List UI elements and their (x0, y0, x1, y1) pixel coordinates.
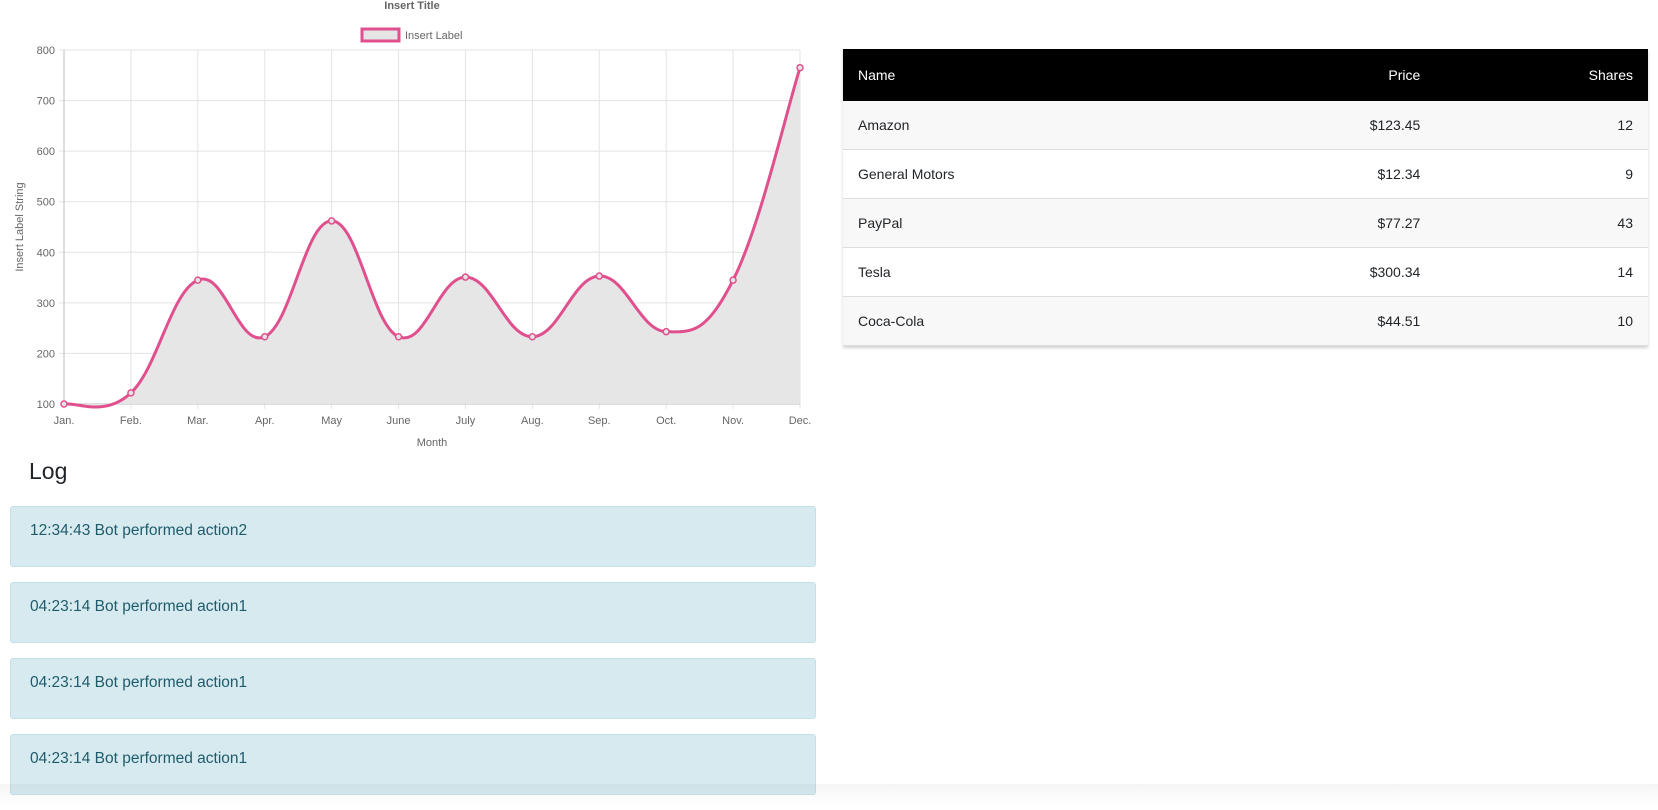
y-tick-label: 400 (37, 247, 55, 259)
x-tick-label: Jan. (54, 415, 75, 427)
cell-price: $300.34 (1204, 247, 1436, 297)
log-list: 12:34:43 Bot performed action2 04:23:14 … (10, 506, 816, 810)
cell-shares: 10 (1435, 296, 1648, 346)
table-row[interactable]: Coca-Cola $44.51 10 (843, 296, 1648, 346)
x-tick-label: Aug. (521, 415, 544, 427)
table-row[interactable]: Tesla $300.34 14 (843, 247, 1648, 297)
column-header-shares[interactable]: Shares (1435, 49, 1648, 101)
log-entry: 04:23:14 Bot performed action1 (10, 734, 816, 795)
data-point (260, 332, 269, 341)
table-body: Amazon $123.45 12 General Motors $12.34 … (843, 101, 1648, 346)
legend-label: Insert Label (405, 30, 462, 42)
cell-name: PayPal (843, 198, 1205, 248)
x-tick-label: May (321, 415, 342, 427)
x-tick-label: Apr. (255, 415, 275, 427)
series-area (64, 67, 800, 407)
data-point (194, 276, 202, 284)
cell-shares: 14 (1435, 247, 1648, 297)
ticks-layer: 100 200 300 400 500 600 700 800 Jan. Feb. Mar. Apr.… (37, 45, 812, 427)
x-tick-label: Feb. (120, 415, 142, 427)
points-layer (60, 63, 804, 408)
y-axis-label: Insert Label String (14, 182, 26, 271)
chart-svg: Insert Title Insert Label Month Insert L… (14, 0, 812, 449)
table-header-row: Name Price Shares (843, 49, 1648, 101)
log-entry: 04:23:14 Bot performed action1 (10, 658, 816, 719)
x-tick-label: July (456, 415, 476, 427)
data-point (662, 327, 670, 336)
table-row[interactable]: Amazon $123.45 12 (843, 101, 1648, 150)
column-header-name[interactable]: Name (843, 49, 1205, 101)
data-point (796, 63, 804, 72)
x-tick-label: Nov. (722, 415, 744, 427)
cell-price: $123.45 (1204, 101, 1436, 150)
data-point (461, 273, 470, 281)
cell-name: Amazon (843, 101, 1205, 150)
legend-swatch (360, 27, 401, 43)
log-entry: 04:23:14 Bot performed action1 (10, 582, 816, 643)
cell-name: Tesla (843, 247, 1205, 297)
cell-price: $77.27 (1204, 198, 1436, 248)
column-header-price[interactable]: Price (1204, 49, 1436, 101)
y-tick-label: 200 (37, 348, 55, 360)
data-point (127, 389, 135, 397)
data-point (729, 276, 737, 284)
log-entry: 12:34:43 Bot performed action2 (10, 506, 816, 567)
data-point (595, 272, 604, 280)
x-axis-label: Month (417, 437, 448, 449)
bottom-shadow (0, 784, 1658, 805)
data-point (394, 332, 403, 341)
x-tick-label: Oct. (656, 415, 676, 427)
table-row[interactable]: PayPal $77.27 43 (843, 198, 1648, 248)
y-tick-label: 600 (37, 146, 55, 158)
data-point (327, 217, 336, 225)
data-point (528, 332, 537, 341)
cell-price: $44.51 (1204, 296, 1436, 346)
cell-name: General Motors (843, 149, 1205, 199)
y-tick-label: 300 (37, 298, 55, 310)
y-tick-label: 700 (37, 96, 55, 108)
cell-shares: 12 (1435, 101, 1648, 150)
line-chart: Insert Title Insert Label Month Insert L… (0, 0, 830, 455)
data-point (60, 400, 68, 408)
y-tick-label: 100 (37, 399, 55, 411)
cell-price: $12.34 (1204, 149, 1436, 199)
x-tick-label: Sep. (588, 415, 611, 427)
log-title: Log (29, 458, 68, 484)
y-tick-label: 500 (37, 197, 55, 209)
cell-shares: 9 (1435, 149, 1648, 199)
x-tick-label: Mar. (187, 415, 208, 427)
table-row[interactable]: General Motors $12.34 9 (843, 149, 1648, 199)
cell-shares: 43 (1435, 198, 1648, 248)
chart-title: Insert Title (384, 0, 439, 12)
x-tick-label: Dec. (789, 415, 812, 427)
x-tick-label: June (387, 415, 411, 427)
table-header: Name Price Shares (843, 49, 1648, 101)
stock-table: Name Price Shares Amazon $123.45 12 Gene… (843, 49, 1648, 346)
cell-name: Coca-Cola (843, 296, 1205, 346)
y-tick-label: 800 (37, 45, 55, 57)
